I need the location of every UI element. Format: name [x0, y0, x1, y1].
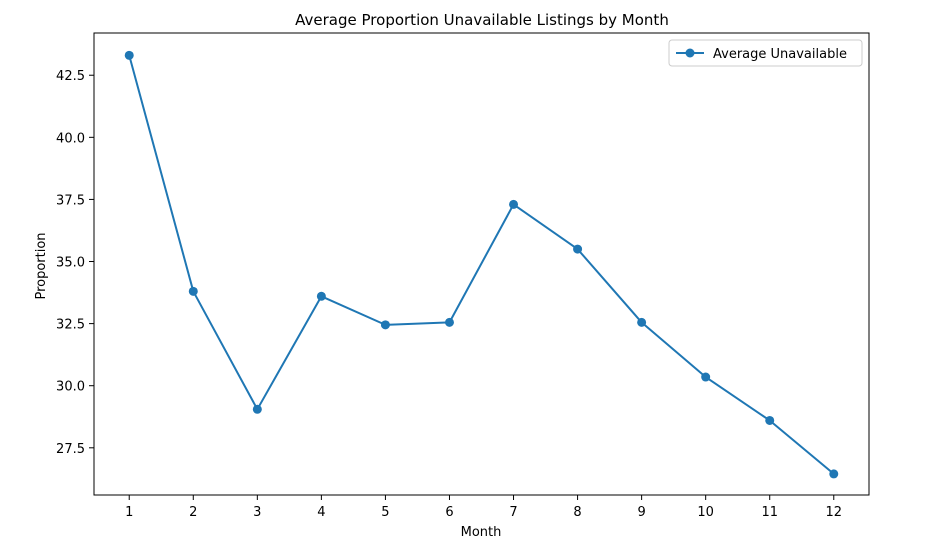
x-tick-label: 12 [825, 505, 842, 520]
x-tick-label: 5 [381, 505, 389, 520]
x-tick-label: 3 [253, 505, 261, 520]
y-tick-label: 40.0 [56, 131, 85, 146]
data-point [444, 317, 454, 327]
y-tick-label: 42.5 [56, 69, 85, 84]
y-axis-ticks: 27.5 30.0 32.5 35.0 37.5 40.0 42.5 [56, 69, 94, 457]
plot-area-frame [93, 32, 870, 496]
data-point [701, 372, 711, 382]
y-tick-label: 27.5 [56, 442, 85, 457]
x-tick-label: 9 [637, 505, 645, 520]
data-point [188, 286, 198, 296]
x-axis-ticks: 1 2 3 4 5 6 7 8 9 10 11 12 [125, 495, 842, 520]
x-tick-label: 10 [697, 505, 714, 520]
y-axis-label: Proportion [34, 232, 49, 299]
legend: Average Unavailable [668, 39, 863, 67]
chart-title: Average Proportion Unavailable Listings … [295, 11, 669, 29]
legend-label: Average Unavailable [713, 47, 847, 62]
x-tick-label: 2 [189, 505, 197, 520]
data-point [316, 291, 326, 301]
y-tick-label: 30.0 [56, 380, 85, 395]
x-tick-label: 4 [317, 505, 325, 520]
data-point [829, 469, 839, 479]
legend-marker-swatch [685, 48, 695, 58]
series-line [128, 55, 835, 475]
series-layer [124, 50, 839, 479]
y-tick-label: 35.0 [56, 256, 85, 271]
data-point [124, 50, 134, 60]
x-tick-label: 6 [445, 505, 453, 520]
data-point [252, 404, 262, 414]
x-tick-label: 7 [509, 505, 517, 520]
x-tick-label: 11 [761, 505, 778, 520]
y-tick-label: 37.5 [56, 193, 85, 208]
legend-box [668, 39, 863, 67]
data-point [509, 199, 519, 209]
data-point [637, 317, 647, 327]
y-tick-label: 32.5 [56, 318, 85, 333]
x-axis-label: Month [461, 525, 502, 540]
x-tick-label: 1 [125, 505, 133, 520]
data-point [573, 244, 583, 254]
x-tick-label: 8 [573, 505, 581, 520]
data-point [380, 320, 390, 330]
data-point [765, 415, 775, 425]
